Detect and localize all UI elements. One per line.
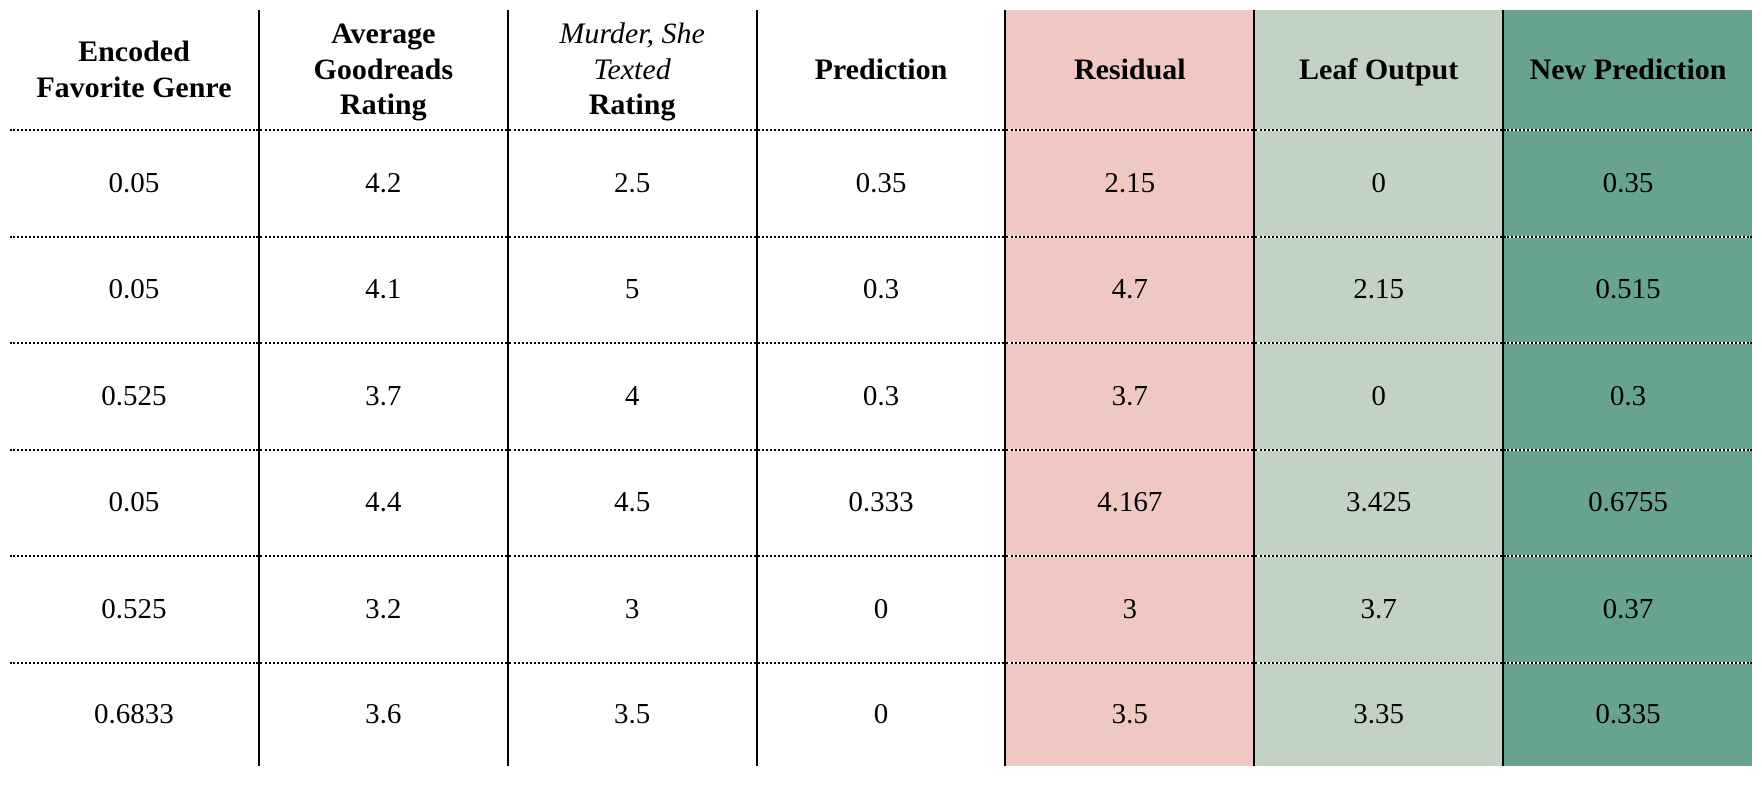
cell-residual: 2.15: [1004, 130, 1255, 237]
cell-average-goodreads-rating: 4.4: [257, 449, 508, 556]
header-line: Average: [331, 17, 436, 51]
cell-new-prediction: 0.335: [1502, 662, 1752, 766]
table-row: 0.05 4.4 4.5 0.333 4.167 3.425 0.6755: [10, 449, 1752, 556]
header-cell-new-prediction: New Prediction: [1502, 10, 1752, 130]
cell-average-goodreads-rating: 4.1: [257, 236, 508, 343]
cell-encoded-favorite-genre: 0.6833: [94, 698, 174, 731]
cell-prediction: 0: [755, 556, 1006, 663]
header-cell-encoded-favorite-genre: Encoded Favorite Genre: [10, 10, 259, 130]
header-line: Favorite Genre: [36, 70, 232, 104]
header-line: Prediction: [814, 52, 948, 86]
cell-new-prediction: 0.3: [1502, 343, 1752, 450]
cell-residual: 4.167: [1004, 449, 1255, 556]
cell-average-goodreads-rating: 4.2: [257, 130, 508, 237]
header-line: Leaf Output: [1299, 52, 1459, 86]
cell-encoded-favorite-genre: 0.05: [108, 273, 160, 306]
header-cell-book-rating: Murder, She Texted Rating: [506, 10, 757, 130]
cell-residual: 3.7: [1004, 343, 1255, 450]
cell-book-rating: 4.5: [506, 449, 757, 556]
header-line: Residual: [1073, 52, 1186, 86]
cell-residual: 4.7: [1004, 236, 1255, 343]
cell-leaf-output: 3.425: [1253, 449, 1504, 556]
cell-leaf-output: 0: [1253, 343, 1504, 450]
table-row: 0.05 4.1 5 0.3 4.7 2.15 0.515: [10, 236, 1752, 343]
cell-leaf-output: 3.35: [1253, 662, 1504, 766]
cell-average-goodreads-rating: 3.7: [257, 343, 508, 450]
cell-leaf-output: 2.15: [1253, 236, 1504, 343]
table-row: 0.6833 3.6 3.5 0 3.5 3.35 0.335: [10, 662, 1752, 766]
cell-average-goodreads-rating: 3.6: [257, 662, 508, 766]
header-line: New Prediction: [1529, 52, 1727, 86]
table-row: 0.525 3.2 3 0 3 3.7 0.37: [10, 556, 1752, 663]
header-cell-average-goodreads-rating: Average Goodreads Rating: [257, 10, 508, 130]
cell-average-goodreads-rating: 3.2: [257, 556, 508, 663]
cell-encoded-favorite-genre: 0.525: [101, 592, 167, 625]
cell-encoded-favorite-genre: 0.05: [108, 486, 160, 519]
page: Encoded Favorite Genre Average Goodreads…: [0, 10, 1762, 790]
cell-encoded-favorite-genre: 0.05: [108, 166, 160, 199]
cell-residual: 3: [1004, 556, 1255, 663]
cell-new-prediction: 0.37: [1502, 556, 1752, 663]
cell-book-rating: 3: [506, 556, 757, 663]
header-line: Encoded: [78, 35, 190, 69]
header-line: Rating: [339, 88, 427, 122]
header-line: Rating: [588, 88, 676, 122]
cell-encoded-favorite-genre: 0.525: [101, 379, 167, 412]
boosting-results-table: Encoded Favorite Genre Average Goodreads…: [10, 10, 1752, 766]
cell-prediction: 0.35: [755, 130, 1006, 237]
table-row: 0.525 3.7 4 0.3 3.7 0 0.3: [10, 343, 1752, 450]
cell-new-prediction: 0.515: [1502, 236, 1752, 343]
cell-prediction: 0.3: [755, 343, 1006, 450]
header-line: Goodreads: [313, 52, 453, 86]
cell-prediction: 0.3: [755, 236, 1006, 343]
header-cell-leaf-output: Leaf Output: [1253, 10, 1504, 130]
cell-new-prediction: 0.6755: [1502, 449, 1752, 556]
cell-leaf-output: 0: [1253, 130, 1504, 237]
header-row: Encoded Favorite Genre Average Goodreads…: [10, 10, 1752, 130]
cell-prediction: 0.333: [755, 449, 1006, 556]
table-body: 0.05 4.2 2.5 0.35 2.15 0 0.35 0.05 4.1 5…: [10, 130, 1752, 766]
header-cell-prediction: Prediction: [755, 10, 1006, 130]
cell-book-rating: 3.5: [506, 662, 757, 766]
cell-prediction: 0: [755, 662, 1006, 766]
cell-residual: 3.5: [1004, 662, 1255, 766]
cell-book-rating: 5: [506, 236, 757, 343]
table-row: 0.05 4.2 2.5 0.35 2.15 0 0.35: [10, 130, 1752, 237]
cell-new-prediction: 0.35: [1502, 130, 1752, 237]
table-header: Encoded Favorite Genre Average Goodreads…: [10, 10, 1752, 130]
cell-book-rating: 4: [506, 343, 757, 450]
book-title-line: Murder, She: [559, 17, 705, 51]
cell-leaf-output: 3.7: [1253, 556, 1504, 663]
header-cell-residual: Residual: [1004, 10, 1255, 130]
book-title-line: Texted: [593, 52, 671, 86]
cell-book-rating: 2.5: [506, 130, 757, 237]
